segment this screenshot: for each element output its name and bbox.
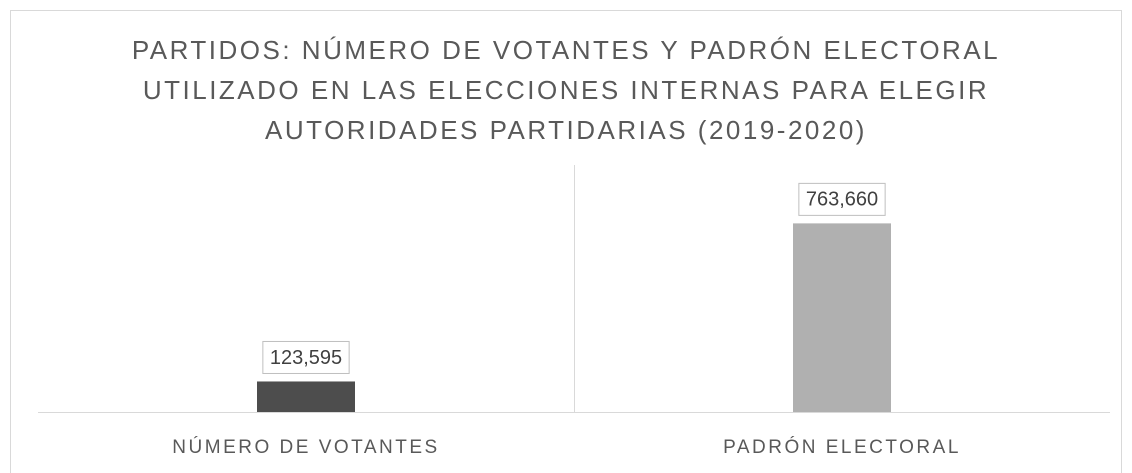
data-label: 763,660 — [806, 189, 878, 211]
label-box — [798, 182, 886, 216]
chart-border — [10, 10, 1122, 473]
bar — [257, 381, 355, 412]
x-tick-label: PADRÓN ELECTORAL — [723, 436, 961, 458]
bar — [793, 223, 891, 412]
x-tick-label: NÚMERO DE VOTANTES — [172, 436, 439, 458]
label-box — [262, 340, 350, 374]
chart-title: PARTIDOS: NÚMERO DE VOTANTES Y PADRÓN EL… — [131, 35, 1001, 145]
data-label: 123,595 — [270, 347, 342, 369]
